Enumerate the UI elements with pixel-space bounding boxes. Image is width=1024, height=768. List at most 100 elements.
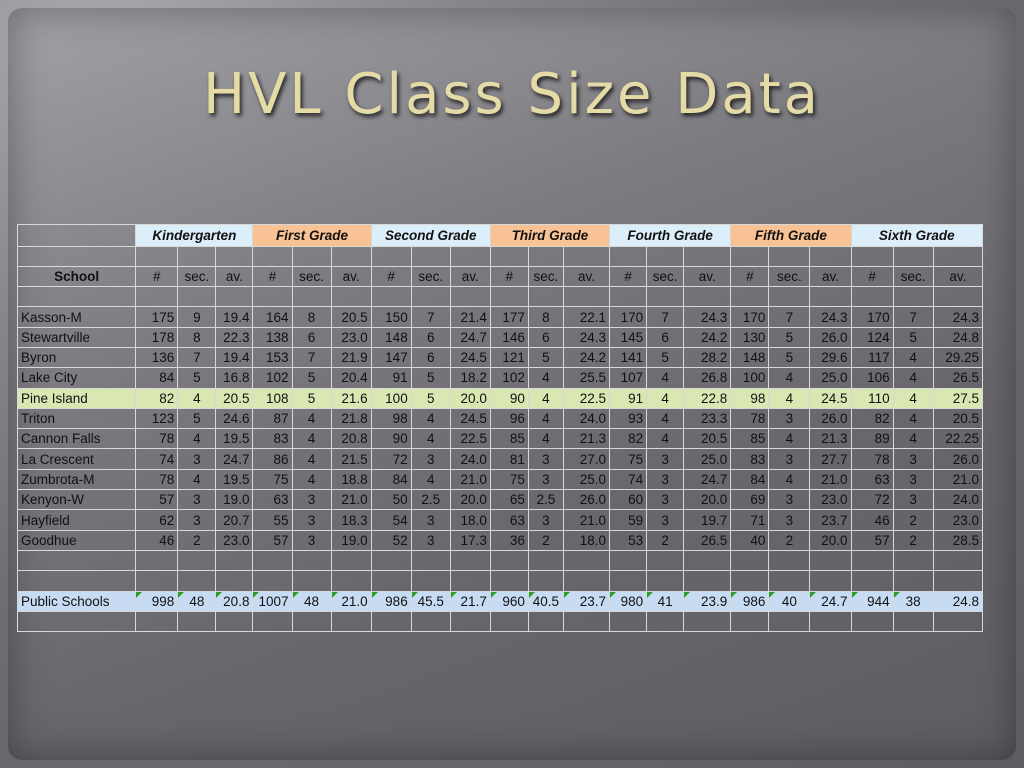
school-row: Byron 136 7 19.4 153 7 21.9 147 6 24.5 121 5 24.2 141… (16, 346, 984, 369)
empty-cell (370, 245, 412, 267)
data-cell: 2 (768, 529, 811, 551)
data-cell: 4 (646, 407, 685, 430)
empty-cell (850, 245, 894, 267)
data-cell: 3 (291, 489, 332, 511)
data-cell: 2.5 (527, 489, 564, 511)
sub-header: sec. (768, 265, 811, 288)
empty-cell (892, 549, 934, 572)
school-row: Lake City 84 5 16.8 102 5 20.4 91 5 18.2 102 4 25.5 1… (16, 367, 984, 389)
empty-cell (809, 549, 852, 572)
data-cell: 4 (768, 468, 811, 491)
data-cell: 6 (527, 326, 564, 348)
data-cell: 20.0 (449, 489, 491, 511)
data-cell: 20.0 (809, 529, 852, 551)
data-cell: 75 (609, 448, 648, 470)
data-cell: 5 (527, 346, 564, 369)
data-cell: 5 (291, 367, 332, 389)
data-cell: 24.0 (449, 448, 491, 470)
empty-cell (683, 570, 732, 592)
sub-header: sec. (892, 265, 934, 288)
empty-cell (768, 245, 811, 267)
empty-cell (370, 286, 412, 308)
data-cell: 24.7 (215, 448, 254, 470)
sub-header: sec. (527, 265, 564, 288)
data-cell: 3 (646, 509, 685, 531)
data-cell: 4 (892, 407, 934, 430)
empty-cell (135, 286, 179, 308)
data-cell: 5 (177, 407, 217, 430)
data-cell: 138 (252, 326, 293, 348)
data-cell: 2 (892, 509, 934, 531)
data-cell: 4 (177, 428, 217, 450)
empty-cell (449, 549, 491, 572)
data-cell: 20.5 (683, 428, 732, 450)
data-cell: 6 (646, 326, 685, 348)
school-row: Stewartville 178 8 22.3 138 6 23.0 148 6 24.7 146 6… (16, 326, 984, 348)
grade-header: Second Grade (370, 224, 491, 247)
spacer-row (16, 286, 984, 308)
data-cell: 98 (730, 387, 770, 409)
empty-cell (370, 549, 412, 572)
empty-cell (410, 286, 451, 308)
data-cell: 5 (291, 387, 332, 409)
data-cell: 50 (370, 489, 412, 511)
data-cell: 86 (252, 448, 293, 470)
school-name: Kenyon-W (16, 489, 137, 511)
total-cell: 24.8 (932, 590, 984, 612)
data-cell: 24.0 (562, 407, 611, 430)
sub-header: # (850, 265, 894, 288)
data-cell: 26.8 (683, 367, 732, 389)
empty-cell (850, 570, 894, 592)
sub-header: sec. (291, 265, 332, 288)
data-cell: 22.5 (562, 387, 611, 409)
empty-cell (892, 245, 934, 267)
data-cell: 7 (291, 346, 332, 369)
data-cell: 46 (135, 529, 179, 551)
data-cell: 106 (850, 367, 894, 389)
empty-cell (527, 245, 564, 267)
data-cell: 8 (291, 306, 332, 328)
empty-cell (527, 549, 564, 572)
total-cell: 21.7 (449, 590, 491, 612)
corner-cell (16, 224, 137, 247)
empty-cell (609, 549, 648, 572)
data-cell: 18.2 (449, 367, 491, 389)
data-cell: 27.0 (562, 448, 611, 470)
data-cell: 24.5 (449, 346, 491, 369)
empty-cell (850, 286, 894, 308)
school-row: Hayfield 62 3 20.7 55 3 18.3 54 3 18.0 63 3 21.0 59 3 1… (16, 509, 984, 531)
empty-cell (932, 610, 984, 633)
data-cell: 19.5 (215, 468, 254, 491)
school-name: La Crescent (16, 448, 137, 470)
empty-cell (730, 570, 770, 592)
school-row: Goodhue 46 2 23.0 57 3 19.0 52 3 17.3 36 2 18.0 53 2 26… (16, 529, 984, 551)
data-cell: 2 (527, 529, 564, 551)
empty-cell (291, 570, 332, 592)
data-cell: 22.8 (683, 387, 732, 409)
grade-header: Kindergarten (135, 224, 254, 247)
school-name: Zumbrota-M (16, 468, 137, 491)
total-cell: 48 (291, 590, 332, 612)
empty-cell (291, 549, 332, 572)
empty-cell (16, 570, 137, 592)
data-cell: 24.2 (562, 346, 611, 369)
empty-cell (330, 286, 372, 308)
data-cell: 84 (730, 468, 770, 491)
total-cell: 1007 (252, 590, 293, 612)
school-row: Cannon Falls 78 4 19.5 83 4 20.8 90 4 22.5 85 4 21.3… (16, 428, 984, 450)
data-cell: 3 (527, 448, 564, 470)
data-cell: 83 (252, 428, 293, 450)
empty-cell (562, 570, 611, 592)
data-cell: 4 (291, 448, 332, 470)
sub-header: sec. (410, 265, 451, 288)
data-cell: 175 (135, 306, 179, 328)
data-cell: 100 (730, 367, 770, 389)
data-cell: 4 (291, 468, 332, 491)
data-cell: 85 (489, 428, 529, 450)
data-cell: 23.0 (215, 529, 254, 551)
total-cell: 38 (892, 590, 934, 612)
data-cell: 3 (291, 529, 332, 551)
data-cell: 20.4 (330, 367, 372, 389)
school-row: Kenyon-W 57 3 19.0 63 3 21.0 50 2.5 20.0 65 2.5 26.0… (16, 489, 984, 511)
empty-cell (609, 570, 648, 592)
